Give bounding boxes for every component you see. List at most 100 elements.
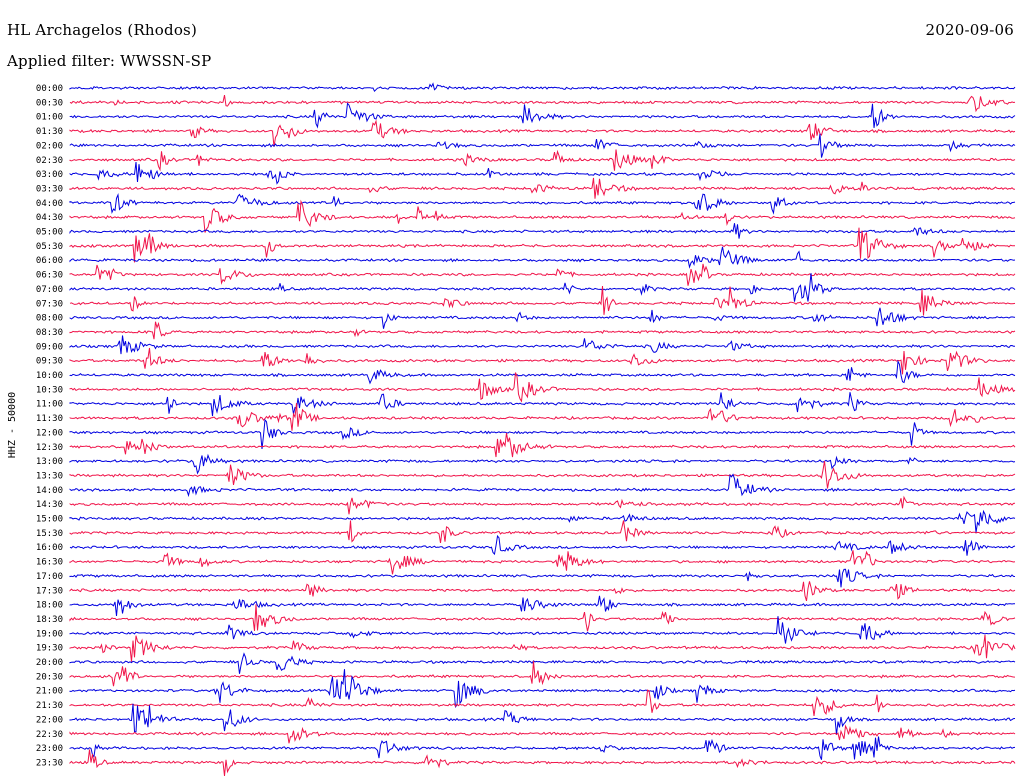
seismic-trace-0000 bbox=[69, 82, 1016, 93]
row-time-label: 06:30 bbox=[36, 271, 63, 281]
row-time-label: 05:30 bbox=[36, 242, 63, 252]
seismic-trace-1100 bbox=[69, 392, 1016, 417]
row-time-label: 02:00 bbox=[36, 141, 63, 151]
row-time-label: 07:00 bbox=[36, 285, 63, 295]
seismic-trace-1600 bbox=[69, 534, 1016, 556]
seismic-trace-0030 bbox=[69, 94, 1016, 113]
row-time-label: 18:30 bbox=[36, 615, 63, 625]
row-time-label: 06:00 bbox=[36, 256, 63, 266]
row-time-label: 03:00 bbox=[36, 170, 63, 180]
seismic-trace-1130 bbox=[69, 403, 1016, 431]
seismic-trace-0430 bbox=[69, 199, 1016, 233]
row-time-label: 07:30 bbox=[36, 299, 63, 309]
row-time-label: 16:00 bbox=[36, 543, 63, 553]
filter-label: Applied filter: WWSSN-SP bbox=[7, 52, 212, 70]
seismic-trace-1230 bbox=[69, 433, 1016, 458]
seismic-trace-1530 bbox=[69, 520, 1016, 543]
seismic-trace-0730 bbox=[69, 285, 1016, 316]
row-time-label: 14:30 bbox=[36, 500, 63, 510]
row-time-label: 03:30 bbox=[36, 184, 63, 194]
row-time-label: 15:30 bbox=[36, 529, 63, 539]
seismic-trace-0930 bbox=[69, 347, 1016, 375]
row-time-label: 04:00 bbox=[36, 199, 63, 209]
seismic-trace-1700 bbox=[69, 568, 1016, 588]
seismic-trace-1830 bbox=[69, 604, 1016, 632]
row-time-label: 19:00 bbox=[36, 629, 63, 639]
seismic-trace-1900 bbox=[69, 616, 1016, 644]
row-time-label: 04:30 bbox=[36, 213, 63, 223]
seismic-trace-1430 bbox=[69, 495, 1016, 515]
seismic-trace-0100 bbox=[69, 102, 1016, 129]
row-time-label: 16:30 bbox=[36, 558, 63, 568]
row-time-label: 17:30 bbox=[36, 586, 63, 596]
row-time-label: 13:00 bbox=[36, 457, 63, 467]
seismic-trace-0400 bbox=[69, 192, 1016, 215]
row-time-label: 22:00 bbox=[36, 715, 63, 725]
row-time-label: 22:30 bbox=[36, 730, 63, 740]
row-time-label: 05:00 bbox=[36, 228, 63, 238]
row-time-label: 12:30 bbox=[36, 443, 63, 453]
seismic-trace-0530 bbox=[69, 227, 1016, 263]
seismic-trace-0830 bbox=[69, 321, 1016, 340]
seismic-trace-1000 bbox=[69, 359, 1016, 385]
row-time-label: 08:00 bbox=[36, 314, 63, 324]
seismic-trace-0330 bbox=[69, 177, 1016, 199]
seismic-trace-0700 bbox=[69, 273, 1016, 302]
row-time-label: 09:30 bbox=[36, 357, 63, 367]
seismic-trace-2330 bbox=[69, 749, 1016, 777]
row-time-label: 09:00 bbox=[36, 342, 63, 352]
seismic-trace-0200 bbox=[69, 133, 1016, 158]
row-time-label: 01:00 bbox=[36, 113, 63, 123]
y-axis-label: HHZ - 50000 bbox=[7, 392, 18, 458]
seismic-trace-1730 bbox=[69, 581, 1016, 602]
seismic-trace-0230 bbox=[69, 149, 1016, 172]
row-time-label: 00:00 bbox=[36, 84, 63, 94]
seismic-trace-0630 bbox=[69, 263, 1016, 286]
seismic-trace-1330 bbox=[69, 461, 1016, 489]
row-time-label: 11:30 bbox=[36, 414, 63, 424]
row-time-label: 00:30 bbox=[36, 98, 63, 108]
row-time-label: 15:00 bbox=[36, 515, 63, 525]
seismic-trace-0300 bbox=[69, 161, 1016, 185]
row-time-label: 11:00 bbox=[36, 400, 63, 410]
seismic-trace-1030 bbox=[69, 372, 1016, 403]
seismic-trace-1630 bbox=[69, 550, 1016, 575]
seismic-trace-2200 bbox=[69, 703, 1016, 735]
seismic-trace-0900 bbox=[69, 335, 1015, 355]
seismic-trace-1400 bbox=[69, 473, 1016, 498]
row-time-label: 17:00 bbox=[36, 572, 63, 582]
seismic-trace-2230 bbox=[69, 724, 1016, 744]
seismic-trace-2000 bbox=[69, 652, 1016, 674]
station-title: HL Archagelos (Rhodos) bbox=[7, 21, 198, 39]
row-time-label: 02:30 bbox=[36, 156, 63, 166]
seismic-trace-1930 bbox=[69, 634, 1016, 662]
row-time-label: 14:00 bbox=[36, 486, 63, 496]
seismic-trace-1500 bbox=[69, 509, 1016, 533]
record-date: 2020-09-06 bbox=[925, 21, 1014, 39]
row-time-label: 13:30 bbox=[36, 471, 63, 481]
seismic-trace-2100 bbox=[69, 669, 1016, 709]
row-time-label: 01:30 bbox=[36, 127, 63, 137]
seismic-trace-2300 bbox=[69, 736, 1016, 760]
seismic-trace-1300 bbox=[69, 453, 1016, 475]
seismic-trace-0500 bbox=[69, 223, 1016, 239]
row-time-label: 12:00 bbox=[36, 428, 63, 438]
row-time-label: 23:30 bbox=[36, 758, 63, 768]
row-time-label: 18:00 bbox=[36, 601, 63, 611]
row-time-label: 21:30 bbox=[36, 701, 63, 711]
seismic-trace-2130 bbox=[69, 689, 1016, 716]
row-time-label: 10:30 bbox=[36, 385, 63, 395]
row-time-label: 10:00 bbox=[36, 371, 63, 381]
row-time-label: 19:30 bbox=[36, 644, 63, 654]
row-time-label: 08:30 bbox=[36, 328, 63, 338]
row-time-label: 23:00 bbox=[36, 744, 63, 754]
seismic-trace-1800 bbox=[69, 595, 1015, 617]
row-time-label: 21:00 bbox=[36, 687, 63, 697]
row-time-label: 20:00 bbox=[36, 658, 63, 668]
seismic-trace-0800 bbox=[69, 307, 1016, 329]
seismic-trace-2030 bbox=[69, 660, 1016, 687]
seismic-trace-0130 bbox=[69, 119, 1016, 147]
seismic-trace-0600 bbox=[69, 246, 1016, 269]
